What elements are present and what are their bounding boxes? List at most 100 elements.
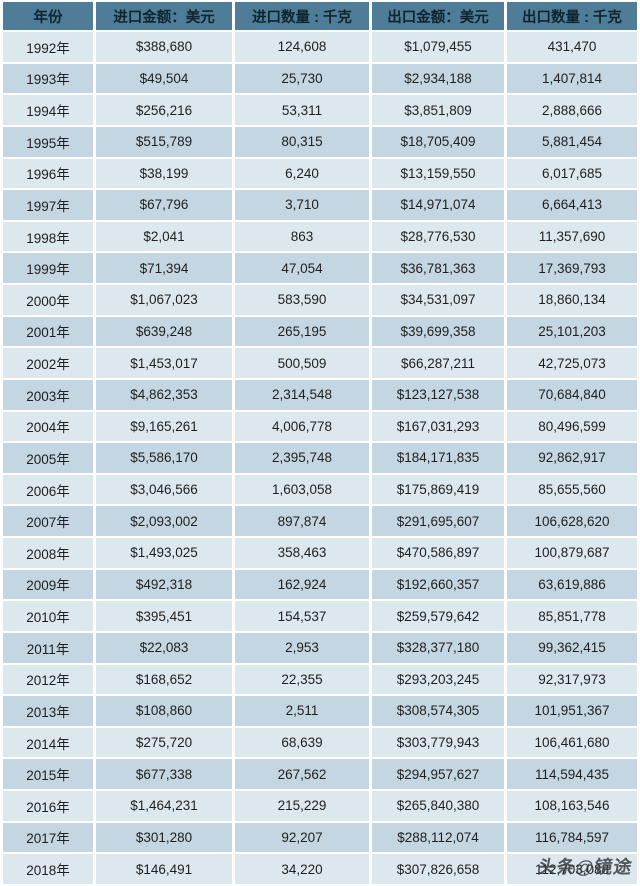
table-row: 2016年 $1,464,231 215,229 $265,840,380 108,16… bbox=[3, 791, 637, 821]
value-cell: $18,705,409 bbox=[372, 126, 504, 157]
table-row: 2014年 $275,720 68,639 $303,779,943 106,461,6… bbox=[3, 727, 637, 758]
value-cell: 101,951,367 bbox=[507, 696, 637, 726]
table-row: 2011年 $22,083 2,953 $328,377,180 99,362,415 bbox=[3, 632, 637, 663]
value-cell: 897,874 bbox=[235, 506, 369, 536]
value-cell: 5,881,454 bbox=[507, 126, 637, 157]
value-cell: $123,127,538 bbox=[372, 379, 504, 410]
year-cell: 2006年 bbox=[3, 474, 93, 505]
year-cell: 2003年 bbox=[3, 379, 93, 410]
value-cell: $1,079,455 bbox=[372, 32, 504, 62]
year-cell: 2007年 bbox=[3, 506, 93, 536]
value-cell: $184,171,835 bbox=[372, 443, 504, 473]
year-cell: 1998年 bbox=[3, 221, 93, 252]
column-header-year: 年份 bbox=[3, 2, 93, 30]
value-cell: 265,195 bbox=[235, 316, 369, 347]
value-cell: 6,664,413 bbox=[507, 190, 637, 220]
value-cell: 108,163,546 bbox=[507, 791, 637, 821]
value-cell: 6,017,685 bbox=[507, 158, 637, 189]
table-row: 2006年 $3,046,566 1,603,058 $175,869,419 85,6… bbox=[3, 474, 637, 505]
value-cell: 4,006,778 bbox=[235, 411, 369, 442]
value-cell: 154,537 bbox=[235, 601, 369, 631]
value-cell: $492,318 bbox=[96, 569, 232, 600]
value-cell: $14,971,074 bbox=[372, 190, 504, 220]
value-cell: 25,730 bbox=[235, 63, 369, 94]
value-cell: $294,957,627 bbox=[372, 759, 504, 789]
value-cell: $146,491 bbox=[96, 854, 232, 884]
value-cell: $395,451 bbox=[96, 601, 232, 631]
value-cell: $67,796 bbox=[96, 190, 232, 220]
value-cell: $308,574,305 bbox=[372, 696, 504, 726]
value-cell: 2,511 bbox=[235, 696, 369, 726]
value-cell: $2,093,002 bbox=[96, 506, 232, 536]
year-cell: 2008年 bbox=[3, 538, 93, 568]
year-cell: 1999年 bbox=[3, 253, 93, 283]
value-cell: 124,608 bbox=[235, 32, 369, 62]
table-row: 1994年 $256,216 53,311 $3,851,809 2,888,666 bbox=[3, 95, 637, 125]
value-cell: 2,888,666 bbox=[507, 95, 637, 125]
value-cell: $293,203,245 bbox=[372, 664, 504, 695]
value-cell: $677,338 bbox=[96, 759, 232, 789]
value-cell: $175,869,419 bbox=[372, 474, 504, 505]
value-cell: $71,394 bbox=[96, 253, 232, 283]
table-row: 2012年 $168,652 22,355 $293,203,245 92,317,97… bbox=[3, 664, 637, 695]
value-cell: $288,112,074 bbox=[372, 822, 504, 853]
value-cell: 85,655,560 bbox=[507, 474, 637, 505]
value-cell: $2,934,188 bbox=[372, 63, 504, 94]
value-cell: 1,603,058 bbox=[235, 474, 369, 505]
value-cell: $1,453,017 bbox=[96, 348, 232, 378]
column-header-import-quantity: 进口数量 : 千克 bbox=[235, 2, 369, 30]
year-cell: 2004年 bbox=[3, 411, 93, 442]
value-cell: 583,590 bbox=[235, 285, 369, 315]
value-cell: $639,248 bbox=[96, 316, 232, 347]
year-cell: 1994年 bbox=[3, 95, 93, 125]
table-row: 2000年 $1,067,023 583,590 $34,531,097 18,860,… bbox=[3, 285, 637, 315]
table-row: 2018年 $146,491 34,220 $307,826,658 112,703,0… bbox=[3, 854, 637, 884]
value-cell: 53,311 bbox=[235, 95, 369, 125]
value-cell: 70,684,840 bbox=[507, 379, 637, 410]
value-cell: 215,229 bbox=[235, 791, 369, 821]
year-cell: 1992年 bbox=[3, 32, 93, 62]
table-row: 2015年 $677,338 267,562 $294,957,627 114,594,… bbox=[3, 759, 637, 789]
value-cell: 2,395,748 bbox=[235, 443, 369, 473]
value-cell: $388,680 bbox=[96, 32, 232, 62]
value-cell: 25,101,203 bbox=[507, 316, 637, 347]
value-cell: $36,781,363 bbox=[372, 253, 504, 283]
year-cell: 2009年 bbox=[3, 569, 93, 600]
table-header: 年份 进口金额：美元 进口数量 : 千克 出口金额：美元 出口数量 : 千克 bbox=[3, 2, 637, 30]
column-header-export-amount: 出口金额：美元 bbox=[372, 2, 504, 30]
value-cell: 267,562 bbox=[235, 759, 369, 789]
value-cell: 114,594,435 bbox=[507, 759, 637, 789]
year-cell: 2005年 bbox=[3, 443, 93, 473]
value-cell: $192,660,357 bbox=[372, 569, 504, 600]
value-cell: $49,504 bbox=[96, 63, 232, 94]
value-cell: 22,355 bbox=[235, 664, 369, 695]
value-cell: $38,199 bbox=[96, 158, 232, 189]
value-cell: $256,216 bbox=[96, 95, 232, 125]
table-body: 1992年 $388,680 124,608 $1,079,455 431,470 199… bbox=[3, 32, 637, 884]
value-cell: $66,287,211 bbox=[372, 348, 504, 378]
value-cell: 42,725,073 bbox=[507, 348, 637, 378]
value-cell: 63,619,886 bbox=[507, 569, 637, 600]
value-cell: $9,165,261 bbox=[96, 411, 232, 442]
value-cell: 863 bbox=[235, 221, 369, 252]
value-cell: 80,315 bbox=[235, 126, 369, 157]
value-cell: 162,924 bbox=[235, 569, 369, 600]
value-cell: 47,054 bbox=[235, 253, 369, 283]
value-cell: 34,220 bbox=[235, 854, 369, 884]
value-cell: $259,579,642 bbox=[372, 601, 504, 631]
table-row: 2002年 $1,453,017 500,509 $66,287,211 42,725,… bbox=[3, 348, 637, 378]
table-row: 1999年 $71,394 47,054 $36,781,363 17,369,793 bbox=[3, 253, 637, 283]
value-cell: $108,860 bbox=[96, 696, 232, 726]
value-cell: $5,586,170 bbox=[96, 443, 232, 473]
table-row: 2013年 $108,860 2,511 $308,574,305 101,951,36… bbox=[3, 696, 637, 726]
value-cell: $34,531,097 bbox=[372, 285, 504, 315]
value-cell: $1,067,023 bbox=[96, 285, 232, 315]
year-cell: 2016年 bbox=[3, 791, 93, 821]
year-cell: 1993年 bbox=[3, 63, 93, 94]
table-row: 2008年 $1,493,025 358,463 $470,586,897 100,87… bbox=[3, 538, 637, 568]
value-cell: $470,586,897 bbox=[372, 538, 504, 568]
value-cell: $1,493,025 bbox=[96, 538, 232, 568]
value-cell: $328,377,180 bbox=[372, 632, 504, 663]
value-cell: 6,240 bbox=[235, 158, 369, 189]
year-cell: 2010年 bbox=[3, 601, 93, 631]
